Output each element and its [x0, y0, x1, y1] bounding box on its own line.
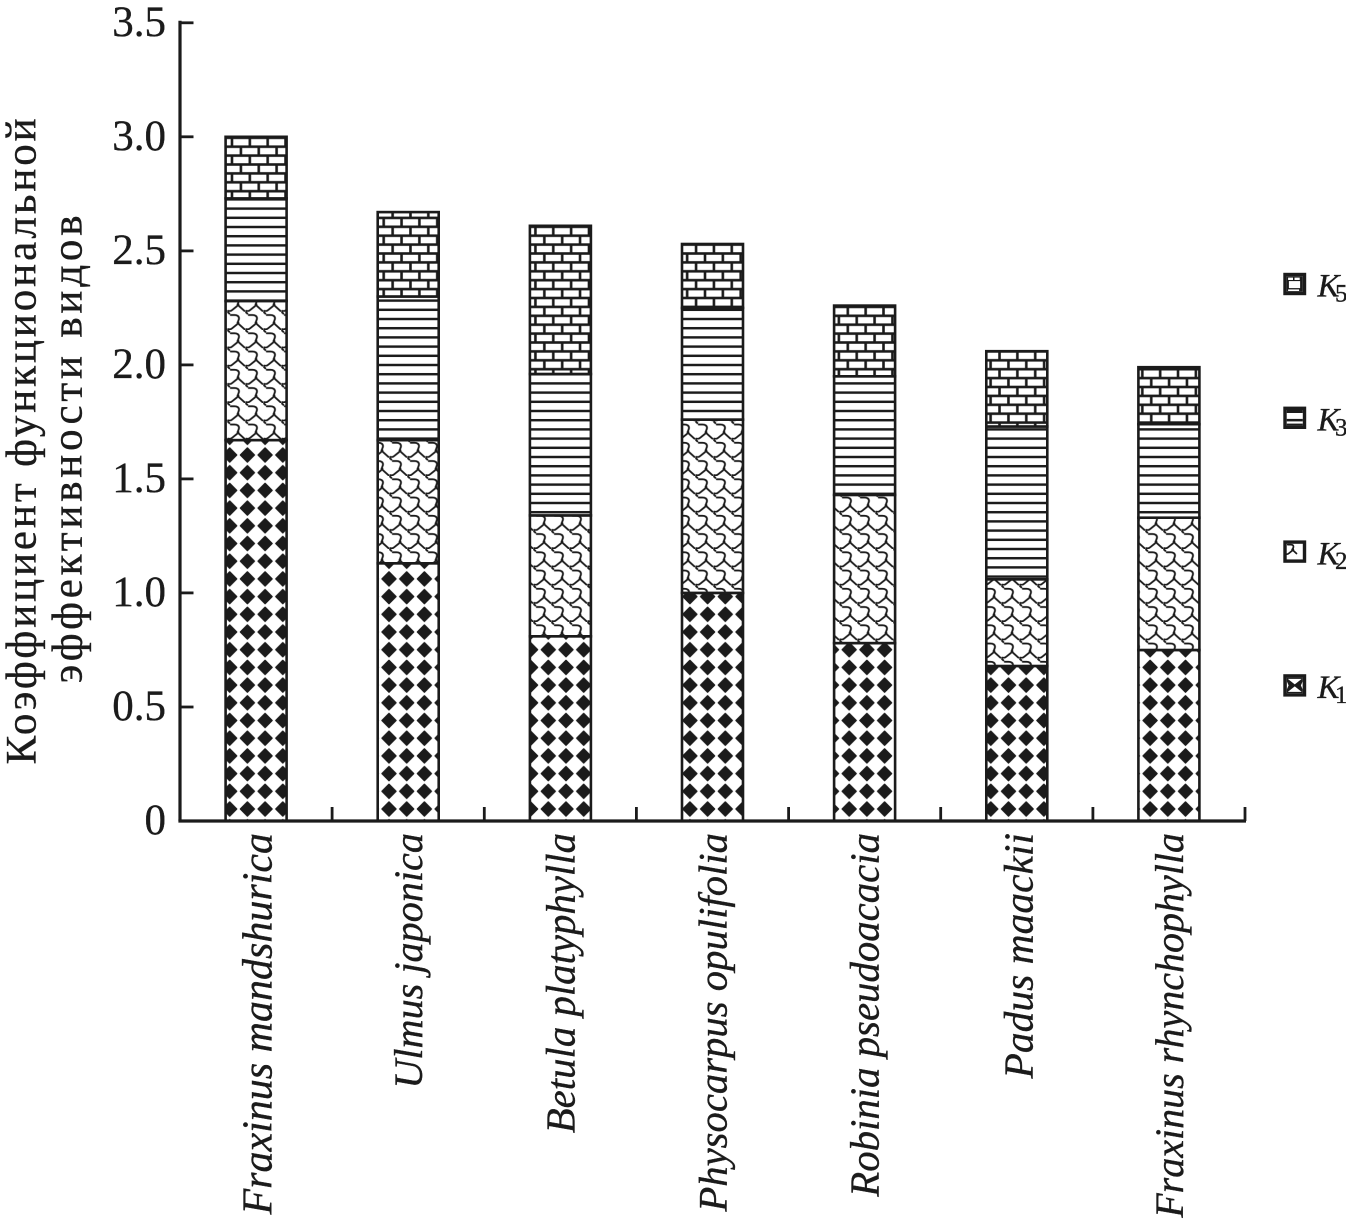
svg-text:5: 5 [1335, 281, 1346, 308]
svg-text:3.0: 3.0 [112, 113, 166, 160]
svg-text:эффективности видов: эффективности видов [45, 212, 92, 684]
svg-text:Коэффициент функциональной: Коэффициент функциональной [0, 115, 46, 764]
svg-text:Fraxinus rhynchophylla: Fraxinus rhynchophylla [1147, 833, 1192, 1219]
svg-text:K: K [1317, 403, 1342, 439]
svg-text:2.0: 2.0 [112, 341, 166, 388]
svg-text:1.0: 1.0 [112, 569, 166, 616]
svg-text:Robinia pseudoacacia: Robinia pseudoacacia [843, 833, 888, 1198]
svg-text:2: 2 [1335, 548, 1346, 575]
svg-text:3: 3 [1335, 414, 1346, 441]
svg-text:K: K [1317, 670, 1342, 706]
svg-text:3.5: 3.5 [112, 0, 166, 46]
svg-text:1: 1 [1335, 682, 1346, 709]
svg-text:2.5: 2.5 [112, 227, 166, 274]
svg-text:Ulmus japonica: Ulmus japonica [386, 833, 431, 1089]
svg-text:1.5: 1.5 [112, 455, 166, 502]
svg-text:K: K [1317, 536, 1342, 572]
svg-text:K: K [1317, 269, 1342, 305]
svg-text:0: 0 [145, 797, 167, 844]
svg-text:Physocarpus opulifolia: Physocarpus opulifolia [691, 833, 736, 1213]
svg-text:0.5: 0.5 [112, 683, 166, 730]
svg-text:Padus maackii: Padus maackii [995, 833, 1041, 1080]
svg-text:Fraxinus mandshurica: Fraxinus mandshurica [236, 833, 282, 1216]
svg-text:Betula platyphylla: Betula platyphylla [538, 833, 583, 1133]
